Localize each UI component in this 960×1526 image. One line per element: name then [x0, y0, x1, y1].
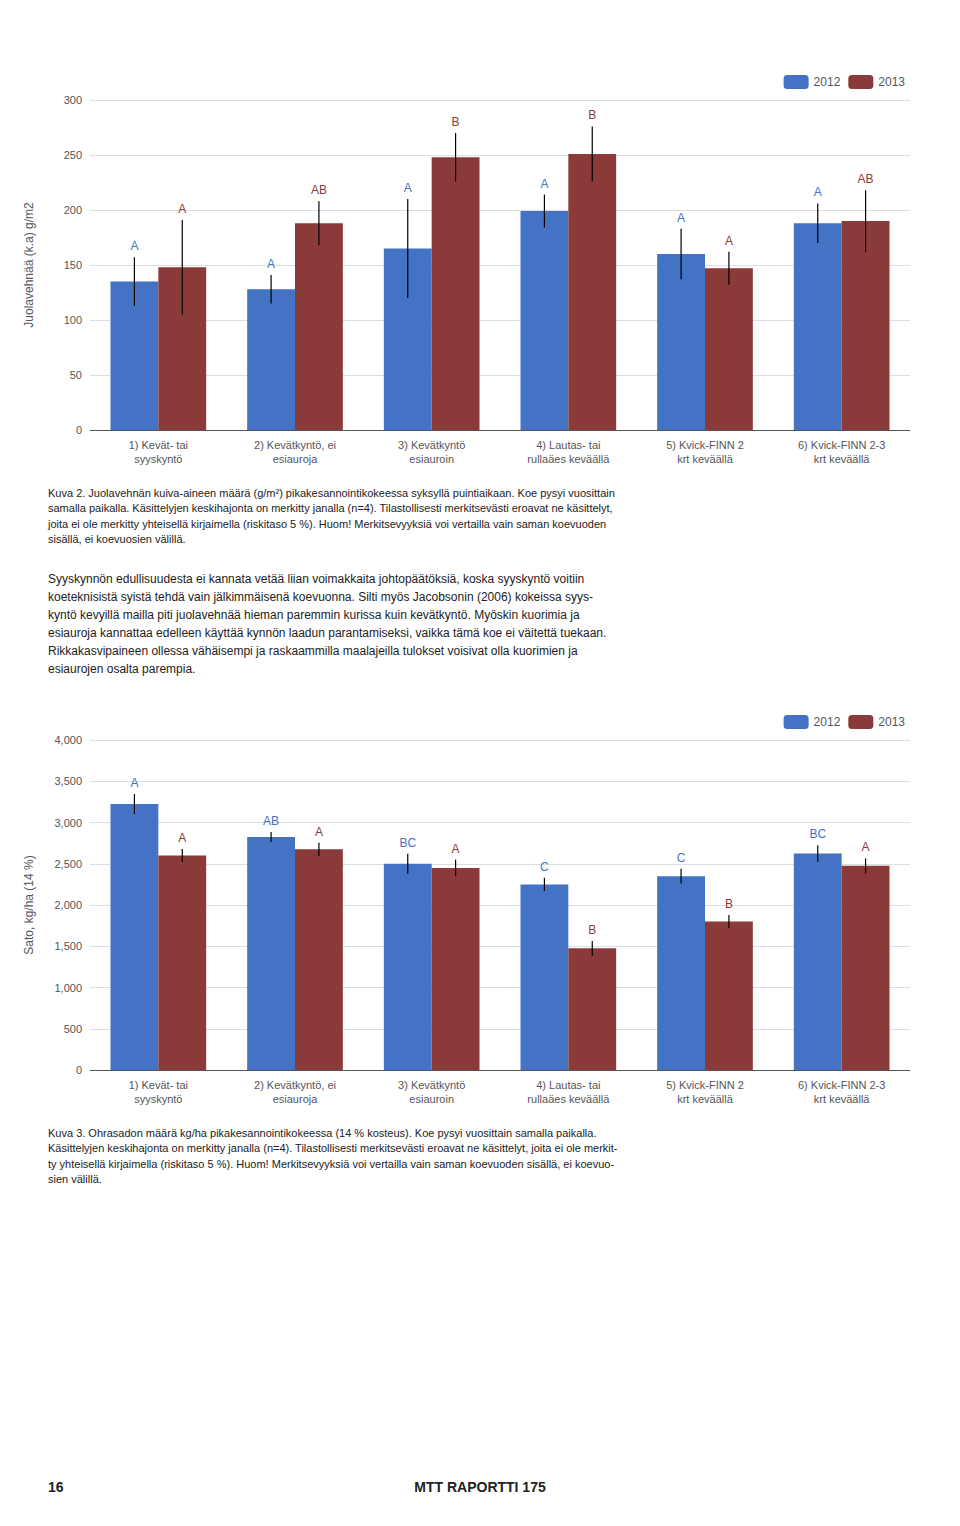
- svg-text:4) Lautas- tai: 4) Lautas- tai: [536, 439, 600, 451]
- svg-text:4) Lautas- tai: 4) Lautas- tai: [536, 1079, 600, 1091]
- svg-text:2013: 2013: [878, 715, 905, 729]
- svg-text:Syyskynnön edullisuudesta ei k: Syyskynnön edullisuudesta ei kannata vet…: [48, 572, 584, 586]
- svg-text:esiauroja: esiauroja: [273, 1093, 319, 1105]
- svg-text:AB: AB: [263, 814, 279, 828]
- svg-text:6) Kvick-FINN 2-3: 6) Kvick-FINN 2-3: [798, 1079, 885, 1091]
- svg-text:300: 300: [64, 94, 82, 106]
- svg-text:1,500: 1,500: [54, 940, 82, 952]
- svg-text:3) Kevätkyntö: 3) Kevätkyntö: [398, 439, 465, 451]
- svg-text:esiauroja: esiauroja: [273, 453, 319, 465]
- svg-text:200: 200: [64, 204, 82, 216]
- svg-text:esiauroin: esiauroin: [409, 453, 454, 465]
- svg-text:B: B: [725, 897, 733, 911]
- svg-text:A: A: [178, 831, 186, 845]
- svg-text:ty yhteisellä kirjaimella (ris: ty yhteisellä kirjaimella (riskitaso 5 %…: [48, 1158, 614, 1170]
- svg-text:2) Kevätkyntö, ei: 2) Kevätkyntö, ei: [254, 1079, 336, 1091]
- svg-text:2,000: 2,000: [54, 899, 82, 911]
- svg-text:krt keväällä: krt keväällä: [677, 1093, 734, 1105]
- svg-text:Kuva 2. Juolavehnän kuiva-aine: Kuva 2. Juolavehnän kuiva-aineen määrä (…: [48, 487, 615, 499]
- svg-text:50: 50: [70, 369, 82, 381]
- svg-text:B: B: [588, 108, 596, 122]
- svg-text:C: C: [540, 860, 549, 874]
- svg-text:16: 16: [48, 1479, 64, 1495]
- svg-text:A: A: [677, 211, 685, 225]
- svg-text:C: C: [677, 851, 686, 865]
- svg-text:syyskyntö: syyskyntö: [134, 1093, 182, 1105]
- svg-text:samalla paikalla. Käsittelyjen: samalla paikalla. Käsittelyjen keskihajo…: [48, 502, 613, 514]
- svg-text:B: B: [588, 923, 596, 937]
- svg-text:esiauroin: esiauroin: [409, 1093, 454, 1105]
- svg-text:krt keväällä: krt keväällä: [814, 453, 871, 465]
- svg-text:500: 500: [64, 1023, 82, 1035]
- svg-text:sien välillä.: sien välillä.: [48, 1173, 102, 1185]
- svg-text:0: 0: [76, 1064, 82, 1076]
- svg-text:krt keväällä: krt keväällä: [814, 1093, 871, 1105]
- svg-text:Sato, kg/ha (14 %): Sato, kg/ha (14 %): [22, 855, 36, 954]
- svg-text:BC: BC: [399, 836, 416, 850]
- svg-text:kyntö kevyillä mailla piti juo: kyntö kevyillä mailla piti juolavehnää h…: [48, 608, 580, 622]
- svg-text:Juolavehnää (k.a) g/m2: Juolavehnää (k.a) g/m2: [22, 202, 36, 328]
- svg-text:A: A: [725, 234, 733, 248]
- svg-text:5) Kvick-FINN 2: 5) Kvick-FINN 2: [666, 439, 744, 451]
- svg-text:1) Kevät- tai: 1) Kevät- tai: [129, 1079, 188, 1091]
- svg-text:2,500: 2,500: [54, 858, 82, 870]
- svg-text:6) Kvick-FINN 2-3: 6) Kvick-FINN 2-3: [798, 439, 885, 451]
- svg-text:rullaäes keväällä: rullaäes keväällä: [527, 453, 610, 465]
- svg-text:sisällä, ei koevuosien välillä: sisällä, ei koevuosien välillä.: [48, 533, 186, 545]
- svg-text:3,500: 3,500: [54, 775, 82, 787]
- svg-text:2012: 2012: [814, 715, 841, 729]
- svg-text:B: B: [452, 115, 460, 129]
- svg-text:AB: AB: [311, 183, 327, 197]
- svg-text:koeteknisistä syistä tehdä vai: koeteknisistä syistä tehdä vain jälkimmä…: [48, 590, 593, 604]
- svg-text:1,000: 1,000: [54, 982, 82, 994]
- svg-text:syyskyntö: syyskyntö: [134, 453, 182, 465]
- svg-text:5) Kvick-FINN 2: 5) Kvick-FINN 2: [666, 1079, 744, 1091]
- svg-text:3,000: 3,000: [54, 817, 82, 829]
- svg-text:250: 250: [64, 149, 82, 161]
- svg-text:BC: BC: [809, 827, 826, 841]
- svg-text:esiauroja kannattaa edelleen k: esiauroja kannattaa edelleen käyttää kyn…: [48, 626, 606, 640]
- svg-text:100: 100: [64, 314, 82, 326]
- svg-text:4,000: 4,000: [54, 734, 82, 746]
- svg-text:MTT RAPORTTI 175: MTT RAPORTTI 175: [414, 1479, 546, 1495]
- svg-text:A: A: [862, 840, 870, 854]
- svg-text:3) Kevätkyntö: 3) Kevätkyntö: [398, 1079, 465, 1091]
- svg-text:A: A: [540, 177, 548, 191]
- svg-text:Rikkakasvipaineen ollessa vähä: Rikkakasvipaineen ollessa vähäisempi ja …: [48, 644, 578, 658]
- svg-text:AB: AB: [858, 172, 874, 186]
- svg-text:esiaurojen osalta parempia.: esiaurojen osalta parempia.: [48, 662, 195, 676]
- svg-text:A: A: [814, 185, 822, 199]
- svg-text:Käsittelyjen keskihajonta on m: Käsittelyjen keskihajonta on merkitty ja…: [48, 1142, 618, 1154]
- svg-text:1) Kevät- tai: 1) Kevät- tai: [129, 439, 188, 451]
- svg-text:A: A: [315, 825, 323, 839]
- svg-text:rullaäes keväällä: rullaäes keväällä: [527, 1093, 610, 1105]
- svg-text:0: 0: [76, 424, 82, 436]
- svg-text:2) Kevätkyntö, ei: 2) Kevätkyntö, ei: [254, 439, 336, 451]
- svg-text:2013: 2013: [878, 75, 905, 89]
- svg-text:A: A: [267, 257, 275, 271]
- svg-text:A: A: [178, 202, 186, 216]
- svg-text:krt keväällä: krt keväällä: [677, 453, 734, 465]
- svg-text:A: A: [130, 776, 138, 790]
- svg-text:joita ei ole merkitty yhteisel: joita ei ole merkitty yhteisellä kirjaim…: [47, 518, 606, 530]
- svg-text:Kuva 3. Ohrasadon määrä kg/ha: Kuva 3. Ohrasadon määrä kg/ha pikakesann…: [48, 1127, 596, 1139]
- svg-text:A: A: [130, 239, 138, 253]
- svg-text:150: 150: [64, 259, 82, 271]
- svg-text:2012: 2012: [814, 75, 841, 89]
- svg-text:A: A: [452, 842, 460, 856]
- svg-text:A: A: [404, 181, 412, 195]
